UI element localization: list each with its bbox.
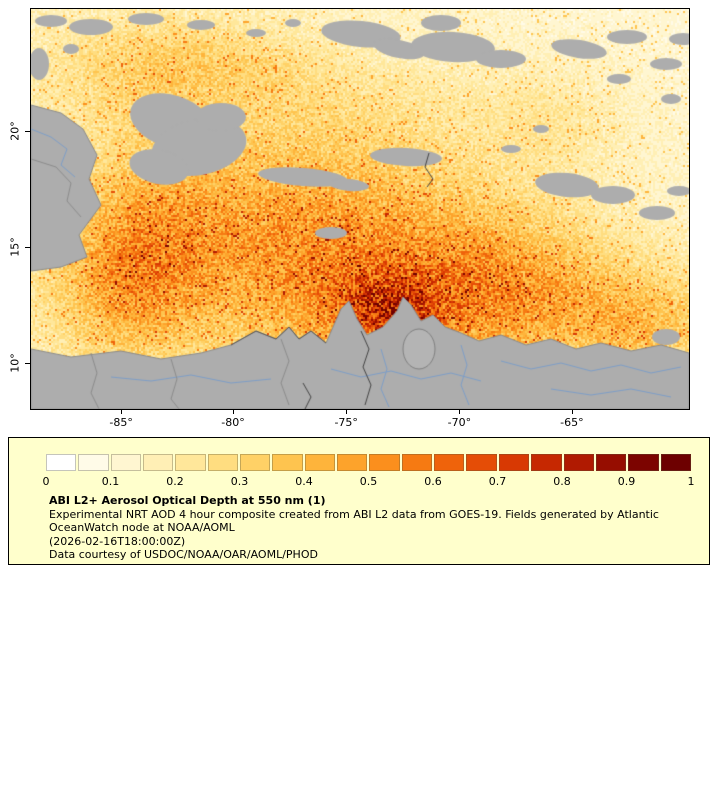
- colorbar-tick-label: 0.8: [553, 475, 571, 488]
- colorbar-segment: [401, 454, 433, 471]
- colorbar-tick-label: 0.3: [230, 475, 249, 488]
- latitude-tick: [25, 363, 30, 364]
- latitude-tick: [25, 131, 30, 132]
- legend-description-line: OceanWatch node at NOAA/AOML: [49, 521, 235, 534]
- colorbar-segment: [531, 454, 562, 471]
- aod-map-canvas: [30, 8, 690, 410]
- colorbar-tick-label: 0.5: [359, 475, 378, 488]
- colorbar-segment: [207, 454, 239, 471]
- colorbar-tick-label: 0.6: [424, 475, 442, 488]
- colorbar-segment: [175, 454, 206, 471]
- longitude-tick-label: -85°: [109, 416, 133, 429]
- colorbar-segment: [660, 454, 691, 471]
- colorbar-tick-label: 0.2: [166, 475, 184, 488]
- colorbar-segment: [563, 454, 594, 471]
- latitude-tick-label: 10°: [8, 353, 22, 373]
- colorbar-tick-labels: 0 0.1 0.2 0.3 0.4 0.5 0.6 0.7 0.8 0.9 1: [42, 475, 695, 488]
- colorbar-segment: [46, 454, 77, 471]
- colorbar-segment: [628, 454, 659, 471]
- colorbar-segment: [498, 454, 530, 471]
- colorbar-segment: [434, 454, 465, 471]
- colorbar-tick-label: 0.9: [617, 475, 636, 488]
- latitude-tick-label: 15°: [8, 237, 22, 257]
- longitude-tick: [233, 409, 234, 414]
- longitude-tick: [121, 409, 123, 414]
- longitude-tick-label: -65°: [560, 416, 584, 429]
- colorbar-segment: [78, 454, 109, 471]
- legend-title: ABI L2+ Aerosol Optical Depth at 550 nm …: [49, 494, 326, 507]
- legend-description-line: Experimental NRT AOD 4 hour composite cr…: [49, 507, 659, 521]
- colorbar-segment: [369, 454, 400, 471]
- latitude-tick: [25, 247, 30, 248]
- colorbar: [46, 454, 691, 471]
- colorbar-tick-label: 0.7: [488, 475, 507, 488]
- latitude-tick-label: 20°: [8, 121, 22, 141]
- legend-panel: 0 0.1 0.2 0.3 0.4 0.5 0.6 0.7 0.8 0.9 1 ABI L2+ Ae…: [8, 437, 710, 565]
- colorbar-tick-label: 0.1: [101, 475, 120, 488]
- longitude-tick-label: -80°: [221, 416, 245, 429]
- colorbar-segment: [595, 454, 627, 471]
- colorbar-segment: [240, 454, 271, 471]
- colorbar-tick-label: 1: [687, 475, 695, 488]
- longitude-tick-label: -75°: [334, 416, 358, 429]
- colorbar-segment: [143, 454, 174, 471]
- colorbar-tick-label: 0: [42, 475, 50, 488]
- longitude-tick-label: -70°: [447, 416, 472, 429]
- colorbar-segment: [272, 454, 303, 471]
- legend-caption: ABI L2+ Aerosol Optical Depth at 550 nm …: [49, 494, 659, 562]
- longitude-tick: [459, 409, 461, 414]
- colorbar-segment: [304, 454, 336, 471]
- colorbar-segment: [337, 454, 368, 471]
- colorbar-segment: [110, 454, 142, 471]
- colorbar-segment: [466, 454, 497, 471]
- colorbar-tick-label: 0.4: [295, 475, 313, 488]
- legend-timestamp: (2026-02-16T18:00:00Z): [49, 534, 186, 548]
- longitude-tick: [571, 409, 573, 414]
- longitude-tick: [346, 409, 348, 414]
- legend-courtesy-line: Data courtesy of USDOC/NOAA/OAR/AOML/PHO…: [49, 548, 318, 561]
